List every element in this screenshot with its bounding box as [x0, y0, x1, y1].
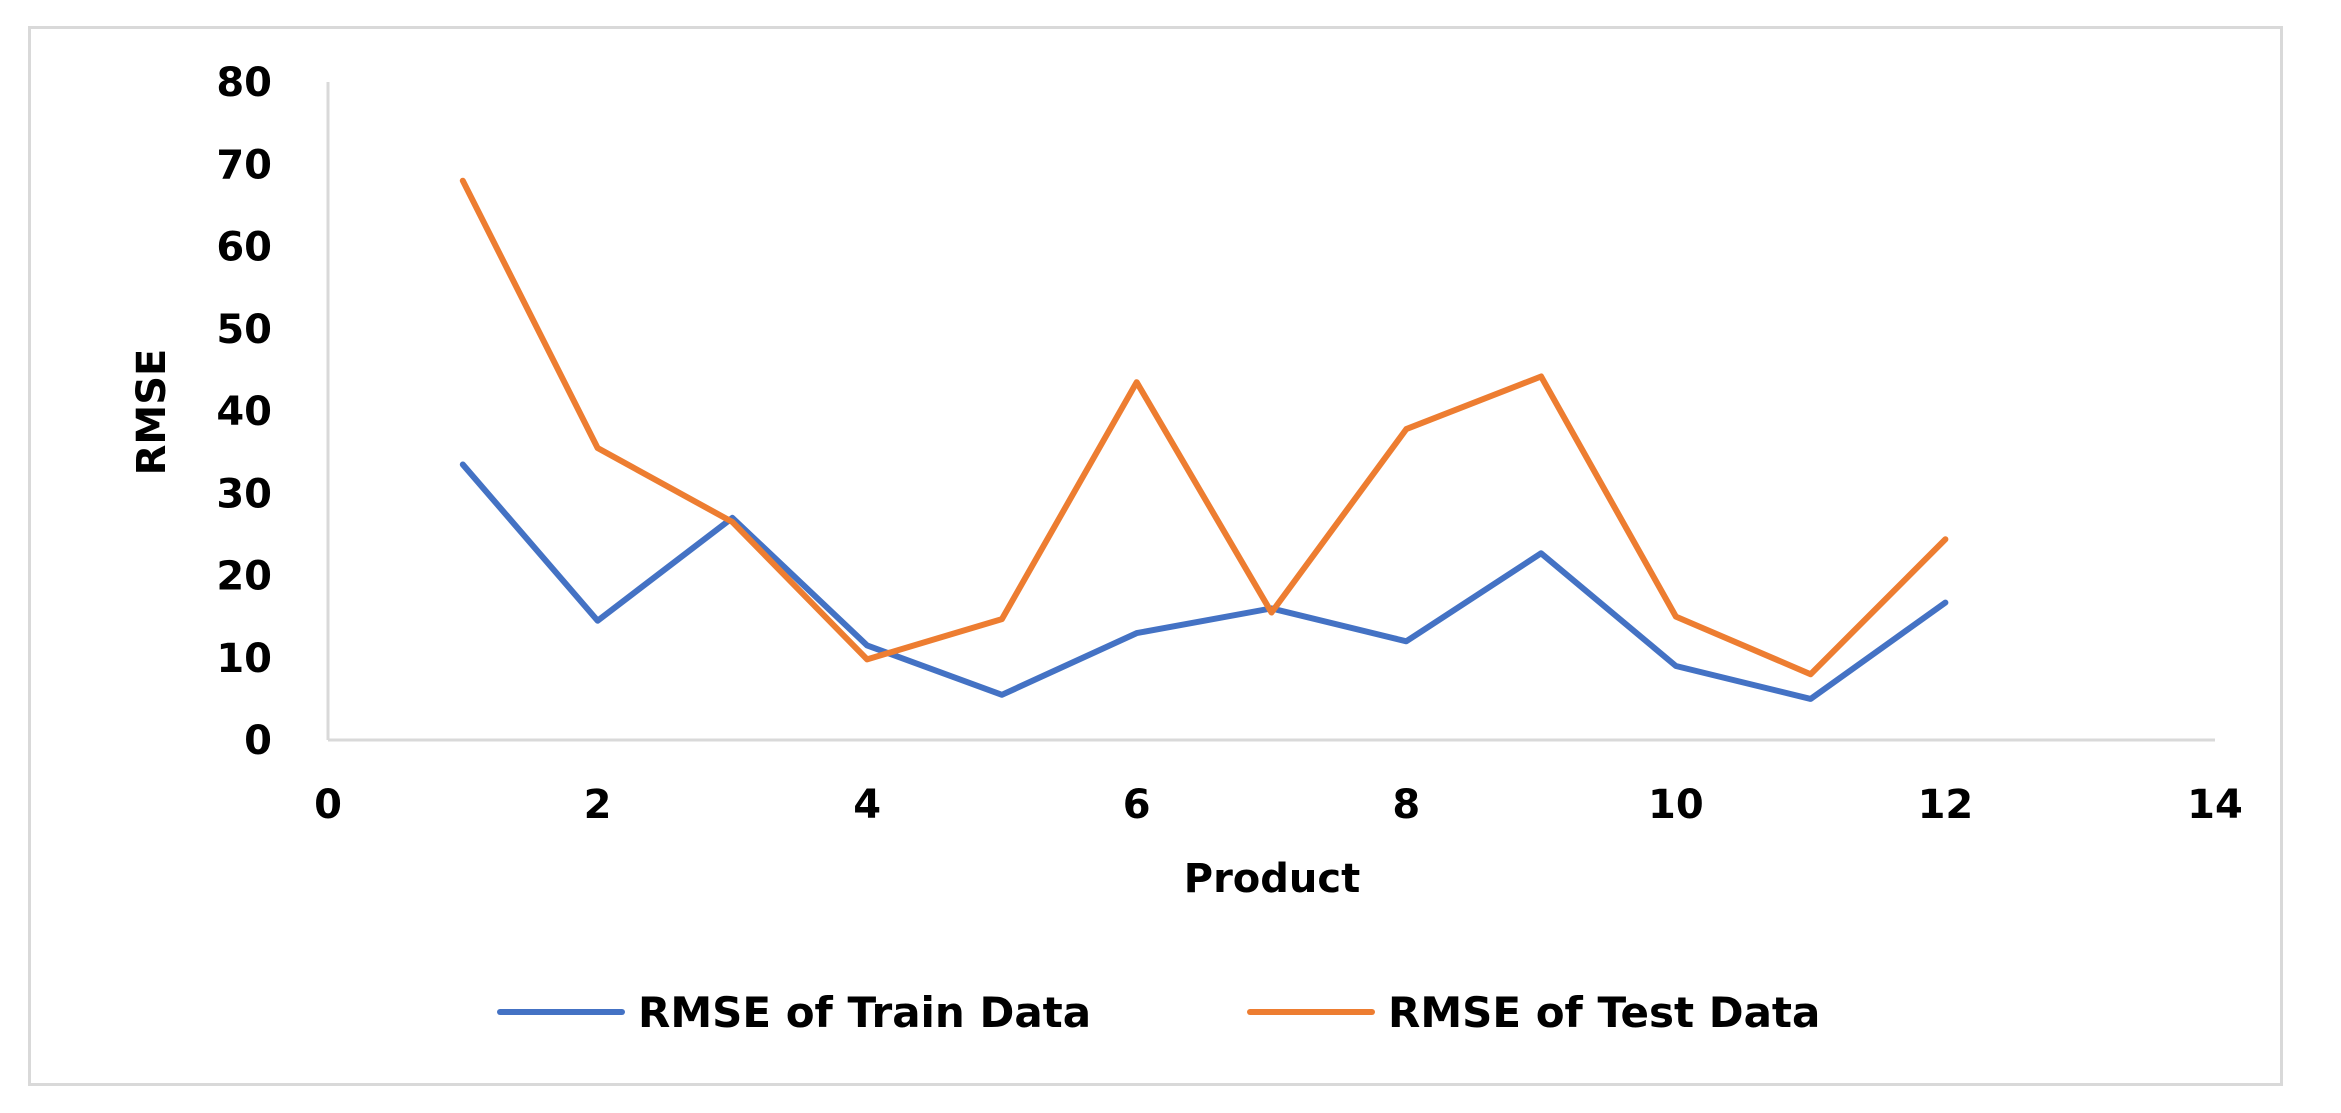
x-tick-label: 8 — [1392, 782, 1420, 828]
y-tick-label: 30 — [216, 471, 272, 517]
y-tick-label: 70 — [216, 142, 272, 188]
x-tick-label: 0 — [314, 782, 342, 828]
y-tick-label: 60 — [216, 225, 272, 271]
series-lines — [459, 177, 1949, 702]
y-tick-labels: 0 10 20 30 40 50 60 70 80 — [216, 60, 272, 764]
y-tick-label: 40 — [216, 389, 272, 435]
x-tick-labels: 0 2 4 6 8 10 12 14 — [314, 782, 2243, 828]
x-axis-title: Product — [1184, 856, 1360, 902]
y-tick-label: 10 — [216, 636, 272, 682]
x-tick-label: 14 — [2187, 782, 2243, 828]
y-tick-label: 0 — [244, 718, 272, 764]
y-tick-label: 50 — [216, 307, 272, 353]
series-line-train — [459, 461, 1949, 702]
x-tick-label: 2 — [584, 782, 612, 828]
y-axis-title: RMSE — [129, 349, 175, 476]
legend-label-test: RMSE of Test Data — [1388, 988, 1820, 1037]
legend-label-train: RMSE of Train Data — [638, 988, 1091, 1037]
axes — [326, 82, 2215, 742]
x-tick-label: 6 — [1123, 782, 1151, 828]
legend: RMSE of Train Data RMSE of Test Data — [497, 988, 1820, 1037]
y-tick-label: 80 — [216, 60, 272, 106]
x-tick-label: 4 — [853, 782, 881, 828]
chart-frame — [28, 26, 2283, 1086]
series-line-test — [459, 177, 1949, 678]
x-tick-label: 10 — [1648, 782, 1704, 828]
x-tick-label: 12 — [1918, 782, 1974, 828]
y-tick-label: 20 — [216, 554, 272, 600]
